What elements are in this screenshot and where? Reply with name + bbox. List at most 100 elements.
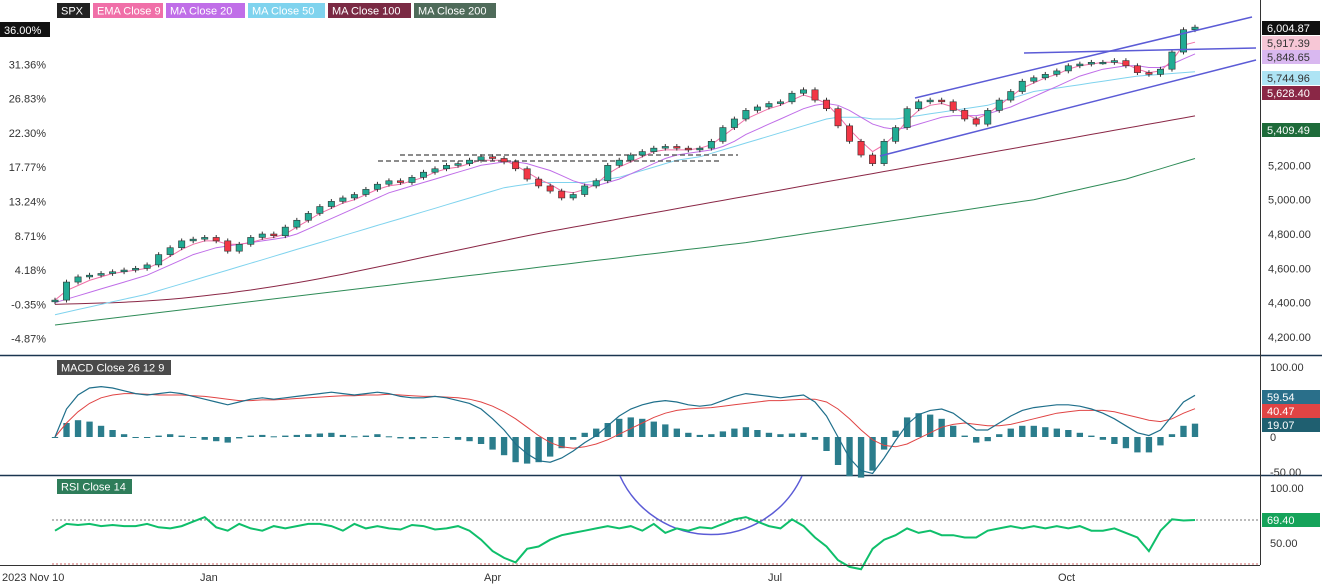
candle: [880, 138, 888, 167]
macd-tick-label: -50.00: [1270, 467, 1301, 479]
candle: [857, 138, 865, 158]
macd-hist-bar: [282, 435, 289, 437]
candle: [235, 241, 243, 254]
macd-hist-bar: [431, 437, 439, 438]
legend-tag-0[interactable]: SPX: [57, 3, 90, 18]
price-tags: 6,004.87 5,917.39 5,848.65 5,744.96 5,628.40…: [1262, 21, 1320, 137]
legend-label: EMA Close 9: [97, 6, 161, 18]
candle: [753, 104, 761, 113]
candle: [224, 238, 232, 254]
candle: [74, 274, 82, 285]
price-tick-label: 4,200.00: [1268, 332, 1311, 344]
legend-label: MA Close 50: [252, 6, 314, 18]
macd-hist-bar: [765, 432, 773, 437]
macd-hist-bar: [570, 437, 577, 440]
candle: [166, 245, 174, 258]
price-axis: 5,200.00 5,000.00 4,800.00 4,600.00 4,400.00…: [1268, 160, 1311, 344]
support-resistance-lines: [378, 154, 738, 162]
macd-hist-bar: [512, 437, 519, 463]
candle: [673, 144, 681, 151]
candle: [97, 271, 105, 278]
candle: [466, 157, 474, 167]
legend-label: MA Close 20: [170, 6, 232, 18]
rsi-title-tag: RSI Close 14: [57, 479, 132, 494]
macd-hist-bar: [811, 437, 819, 440]
candle: [1122, 58, 1130, 69]
price-tick-label: 5,200.00: [1268, 160, 1311, 172]
candle: [339, 195, 347, 204]
macd-hist-bar: [869, 437, 876, 471]
candle: [281, 224, 289, 239]
rsi-arc-drawing[interactable]: [619, 475, 803, 536]
candle: [592, 178, 600, 189]
ma100-line: [54, 115, 1196, 305]
macd-hist-bar: [1180, 425, 1187, 437]
price-tick-label: 5,000.00: [1268, 195, 1311, 207]
legend-tag-3[interactable]: MA Close 50: [248, 3, 325, 18]
ma50-line: [54, 71, 1196, 316]
candle: [788, 90, 796, 105]
candle: [523, 166, 531, 182]
candle: [615, 157, 623, 168]
macd-hist-bar: [742, 427, 750, 437]
candle: [327, 198, 335, 209]
price-tag-label: 6,004.87: [1267, 23, 1310, 35]
price-tag-label: 5,628.40: [1267, 88, 1310, 100]
time-tick-label: Apr: [484, 572, 501, 584]
candle: [742, 107, 750, 122]
macd-hist-bar: [201, 437, 208, 440]
macd-hist-bar: [1168, 434, 1176, 437]
macd-hist-bar: [1007, 428, 1014, 437]
candle: [373, 181, 381, 192]
candle: [396, 178, 404, 185]
candle: [489, 154, 497, 161]
moving-averages: [54, 41, 1196, 326]
rsi-series-line: [54, 515, 1196, 571]
candle: [431, 166, 439, 175]
channel-upper-line[interactable]: [914, 16, 1253, 99]
candle: [696, 145, 704, 153]
candle: [1041, 71, 1049, 81]
candle: [212, 235, 220, 244]
legend-tag-2[interactable]: MA Close 20: [166, 3, 245, 18]
macd-hist-bar: [351, 436, 358, 438]
candle: [776, 99, 784, 106]
macd-hist-bar: [996, 434, 1003, 437]
candle: [730, 116, 738, 130]
candle: [408, 174, 416, 185]
legend-label: SPX: [61, 6, 84, 18]
candle: [512, 159, 520, 172]
candle: [903, 106, 911, 130]
candle: [661, 144, 669, 151]
price-tick-label: 4,400.00: [1268, 298, 1311, 310]
macd-hist-bar: [155, 435, 162, 437]
price-tag-2: 5,848.65: [1262, 50, 1320, 64]
legend-tag-5[interactable]: MA Close 200: [414, 3, 496, 18]
channel-horizontal-line[interactable]: [1023, 47, 1257, 54]
candle: [627, 152, 635, 163]
macd-hist-bar: [546, 437, 554, 457]
macd-hist-bar: [305, 434, 312, 437]
rsi-axis: 100.00 50.00: [1270, 483, 1304, 550]
macd-hist-bar: [754, 430, 761, 437]
macd-hist-bar: [454, 437, 462, 440]
legend-tag-1[interactable]: EMA Close 9: [93, 3, 163, 18]
macd-hist-bar: [339, 434, 347, 437]
candle: [120, 267, 128, 275]
macd-hist-bar: [1042, 427, 1049, 437]
pct-tick-label: -4.87%: [11, 334, 46, 346]
macd-hist-bar: [604, 423, 611, 437]
macd-hist-bar: [477, 437, 485, 444]
candle: [1180, 27, 1187, 55]
channel-lower-line[interactable]: [879, 59, 1257, 157]
price-tag-label: 5,917.39: [1267, 38, 1310, 50]
candle: [846, 123, 854, 144]
macd-hist-bar: [581, 432, 588, 437]
pct-tick-label: 4.18%: [15, 265, 46, 277]
macd-hist-bar: [1030, 425, 1037, 437]
candle: [1099, 59, 1107, 65]
macd-hist-bar: [270, 436, 277, 438]
macd-hist-bar: [1145, 437, 1153, 453]
legend-tag-4[interactable]: MA Close 100: [328, 3, 411, 18]
